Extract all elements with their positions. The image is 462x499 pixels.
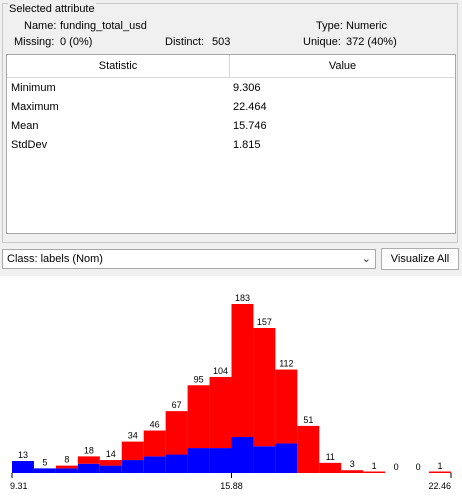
table-row[interactable]: Maximum 22.464 (7, 98, 455, 117)
visualize-all-button[interactable]: Visualize All (381, 248, 459, 270)
name-label: Name: (24, 20, 57, 32)
bar-count-label: 18 (84, 445, 94, 455)
histogram-bar-class-b (12, 460, 34, 473)
bar-count-label: 14 (106, 449, 116, 459)
value-cell: 22.464 (233, 101, 267, 113)
bar-count-label: 8 (64, 455, 69, 465)
histogram-bar-class-b (209, 448, 232, 473)
missing-label: Missing: (14, 36, 55, 48)
statistic-cell: StdDev (11, 139, 48, 151)
statistic-cell: Maximum (11, 101, 59, 113)
histogram-bar-class-a (253, 328, 276, 447)
histogram-bar-class-b (275, 443, 298, 473)
column-header-statistic[interactable]: Statistic (7, 55, 230, 77)
histogram-bar-class-b (253, 446, 276, 473)
histogram-bar-class-a (165, 411, 188, 455)
histogram-bar-class-a (363, 471, 386, 473)
statistic-cell: Mean (11, 120, 39, 132)
bar-count-label: 1 (372, 461, 377, 471)
bar-count-label: 183 (235, 293, 250, 303)
histogram-bar-class-a (429, 471, 451, 473)
x-axis-tick-label: 22.46 (428, 481, 451, 491)
value-cell: 15.746 (233, 120, 267, 132)
bar-count-label: 157 (257, 317, 272, 327)
selected-attribute-panel: Selected attribute (2, 3, 458, 243)
name-value: funding_total_usd (60, 20, 147, 32)
bar-count-label: 34 (128, 431, 138, 441)
histogram-bar-class-a (297, 425, 320, 473)
histogram-bar-class-b (121, 460, 144, 473)
x-axis-tick-label: 9.31 (10, 481, 28, 491)
histogram-panel: 13 5 8 18 14 34 46 67 95 104 183 157 112 51 11 3 1 0 0 1 9.3… (0, 276, 462, 499)
histogram-bar-class-a (121, 441, 144, 461)
table-header: Statistic Value (7, 55, 455, 78)
histogram-bar-class-b (187, 448, 210, 473)
type-label: Type: (316, 20, 343, 32)
table-row[interactable]: Mean 15.746 (7, 117, 455, 136)
histogram-bar-class-b (143, 456, 166, 473)
x-axis-tick-label: 15.88 (220, 481, 243, 491)
histogram-bar-class-a (319, 462, 342, 473)
histogram-bar-class-a (187, 385, 210, 449)
histogram-bar-class-b (165, 454, 188, 473)
histogram-bar-class-a (231, 304, 254, 437)
class-select-value: Class: labels (Nom) (7, 253, 103, 265)
bar-count-label: 5 (42, 457, 47, 467)
statistic-cell: Minimum (11, 82, 56, 94)
histogram-chart: 13 5 8 18 14 34 46 67 95 104 183 157 112 51 11 3 1 0 0 1 9.3… (10, 293, 452, 491)
bar-count-label: 46 (150, 420, 160, 430)
histogram-bar-class-b (33, 468, 56, 473)
table-row[interactable]: Minimum 9.306 (7, 79, 455, 98)
histogram-bar-class-b (55, 468, 78, 473)
bar-count-label: 51 (303, 415, 313, 425)
statistics-table[interactable]: Statistic Value Minimum 9.306 Maximum 22… (6, 54, 456, 234)
table-row[interactable]: StdDev 1.815 (7, 136, 455, 155)
bar-count-label: 104 (213, 366, 228, 376)
unique-label: Unique: (303, 36, 341, 48)
histogram-bar-class-a (275, 369, 298, 444)
histogram-bar-class-a (209, 376, 232, 449)
histogram-bar-class-a (77, 456, 100, 464)
histogram-bar-class-b (77, 463, 100, 473)
histogram-bar-class-a (143, 430, 166, 457)
histogram-bar-class-b (231, 436, 254, 473)
bar-count-label: 0 (416, 462, 421, 472)
chevron-down-icon[interactable]: ⌄ (361, 253, 371, 265)
class-select[interactable]: Class: labels (Nom) ⌄ (2, 249, 376, 269)
histogram-bar-class-b (99, 465, 122, 473)
bar-count-label: 0 (394, 462, 399, 472)
bar-count-label: 13 (18, 450, 28, 460)
bar-count-label: 11 (326, 452, 335, 462)
bar-count-label: 67 (172, 400, 182, 410)
value-cell: 1.815 (233, 139, 261, 151)
histogram-bar-class-a (55, 465, 78, 469)
value-cell: 9.306 (233, 82, 261, 94)
histogram-bar-class-a (341, 470, 364, 473)
unique-value: 372 (40%) (346, 36, 397, 48)
histogram-bar-class-a (99, 460, 122, 466)
column-header-value[interactable]: Value (328, 60, 357, 72)
bar-count-label: 95 (194, 374, 204, 384)
missing-value: 0 (0%) (60, 36, 93, 48)
bar-count-label: 112 (279, 359, 293, 369)
type-value: Numeric (346, 20, 387, 32)
distinct-label: Distinct: (165, 36, 205, 48)
distinct-value: 503 (212, 36, 231, 48)
bar-count-label: 3 (350, 459, 355, 469)
selected-attribute-title: Selected attribute (8, 3, 96, 15)
bar-count-label: 1 (438, 461, 443, 471)
